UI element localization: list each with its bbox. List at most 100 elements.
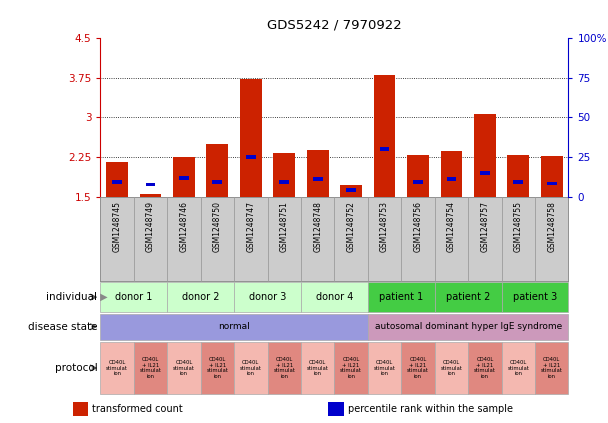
Bar (313, 177, 323, 181)
Bar (547, 181, 557, 185)
Bar (207, 144, 228, 197)
Bar (474, 114, 496, 197)
Bar (502, 342, 535, 394)
Text: CD40L
+ IL21
stimulat
ion: CD40L + IL21 stimulat ion (474, 357, 496, 379)
Bar (234, 197, 268, 281)
Text: GSM1248750: GSM1248750 (213, 201, 222, 252)
Text: GSM1248749: GSM1248749 (146, 201, 155, 252)
Text: GSM1248753: GSM1248753 (380, 201, 389, 252)
Bar (513, 180, 523, 184)
Bar (346, 188, 356, 192)
Bar (368, 197, 401, 281)
Bar (301, 282, 368, 312)
Text: GSM1248755: GSM1248755 (514, 201, 523, 252)
Bar (502, 282, 568, 312)
Text: GSM1248746: GSM1248746 (179, 201, 188, 252)
Text: protocol: protocol (55, 363, 97, 373)
Text: individual: individual (46, 292, 97, 302)
Bar (167, 282, 234, 312)
Bar (468, 342, 502, 394)
Text: GSM1248757: GSM1248757 (480, 201, 489, 252)
Bar (145, 183, 156, 187)
Bar (334, 342, 368, 394)
Bar (201, 197, 234, 281)
Text: CD40L
+ IL21
stimulat
ion: CD40L + IL21 stimulat ion (207, 357, 228, 379)
Bar (134, 342, 167, 394)
Bar (301, 197, 334, 281)
Text: CD40L
stimulat
ion: CD40L stimulat ion (307, 360, 328, 376)
Bar (173, 157, 195, 197)
Bar (234, 342, 268, 394)
Bar (246, 155, 256, 159)
Bar (340, 184, 362, 197)
Text: donor 3: donor 3 (249, 292, 286, 302)
Bar (379, 147, 390, 151)
Text: GSM1248747: GSM1248747 (246, 201, 255, 252)
Bar (201, 342, 234, 394)
Bar (100, 342, 134, 394)
Bar (435, 282, 502, 312)
Text: autosomal dominant hyper IgE syndrome: autosomal dominant hyper IgE syndrome (375, 322, 562, 331)
Text: CD40L
stimulat
ion: CD40L stimulat ion (240, 360, 261, 376)
Bar (480, 171, 490, 175)
Bar (100, 282, 167, 312)
Text: CD40L
stimulat
ion: CD40L stimulat ion (173, 360, 195, 376)
Text: patient 1: patient 1 (379, 292, 423, 302)
Text: patient 3: patient 3 (513, 292, 557, 302)
Text: patient 2: patient 2 (446, 292, 490, 302)
Bar (212, 180, 223, 184)
Bar (167, 197, 201, 281)
Bar (140, 194, 161, 197)
Bar (435, 342, 468, 394)
Bar (179, 176, 189, 180)
Text: donor 2: donor 2 (182, 292, 219, 302)
Bar (268, 197, 301, 281)
Bar (106, 162, 128, 197)
Bar (167, 342, 201, 394)
Bar (279, 180, 289, 184)
Text: donor 1: donor 1 (115, 292, 153, 302)
Text: GDS5242 / 7970922: GDS5242 / 7970922 (267, 19, 402, 32)
Text: CD40L
+ IL21
stimulat
ion: CD40L + IL21 stimulat ion (541, 357, 562, 379)
Bar (234, 282, 301, 312)
Bar (502, 197, 535, 281)
Bar (535, 342, 568, 394)
Bar (334, 197, 368, 281)
Bar (441, 151, 462, 197)
Text: disease state: disease state (28, 322, 97, 332)
Bar (401, 342, 435, 394)
Bar (100, 197, 134, 281)
Text: GSM1248752: GSM1248752 (347, 201, 356, 252)
Bar (307, 150, 328, 197)
Bar (328, 402, 344, 416)
Bar (240, 80, 261, 197)
Bar (535, 197, 568, 281)
Text: CD40L
+ IL21
stimulat
ion: CD40L + IL21 stimulat ion (340, 357, 362, 379)
Text: donor 4: donor 4 (316, 292, 353, 302)
Bar (301, 342, 334, 394)
Bar (268, 342, 301, 394)
Text: CD40L
+ IL21
stimulat
ion: CD40L + IL21 stimulat ion (140, 357, 161, 379)
Text: transformed count: transformed count (92, 404, 183, 414)
Text: normal: normal (218, 322, 250, 331)
Bar (100, 313, 368, 340)
Text: ▶: ▶ (97, 292, 108, 302)
Text: GSM1248756: GSM1248756 (413, 201, 423, 252)
Text: CD40L
+ IL21
stimulat
ion: CD40L + IL21 stimulat ion (407, 357, 429, 379)
Bar (73, 402, 88, 416)
Text: CD40L
stimulat
ion: CD40L stimulat ion (374, 360, 395, 376)
Bar (413, 180, 423, 184)
Bar (401, 197, 435, 281)
Bar (508, 155, 529, 197)
Text: GSM1248745: GSM1248745 (112, 201, 122, 252)
Text: GSM1248751: GSM1248751 (280, 201, 289, 252)
Bar (468, 197, 502, 281)
Text: GSM1248758: GSM1248758 (547, 201, 556, 252)
Text: percentile rank within the sample: percentile rank within the sample (348, 404, 513, 414)
Bar (368, 342, 401, 394)
Text: CD40L
stimulat
ion: CD40L stimulat ion (508, 360, 529, 376)
Bar (446, 177, 457, 181)
Bar (134, 197, 167, 281)
Bar (541, 156, 562, 197)
Text: GSM1248748: GSM1248748 (313, 201, 322, 252)
